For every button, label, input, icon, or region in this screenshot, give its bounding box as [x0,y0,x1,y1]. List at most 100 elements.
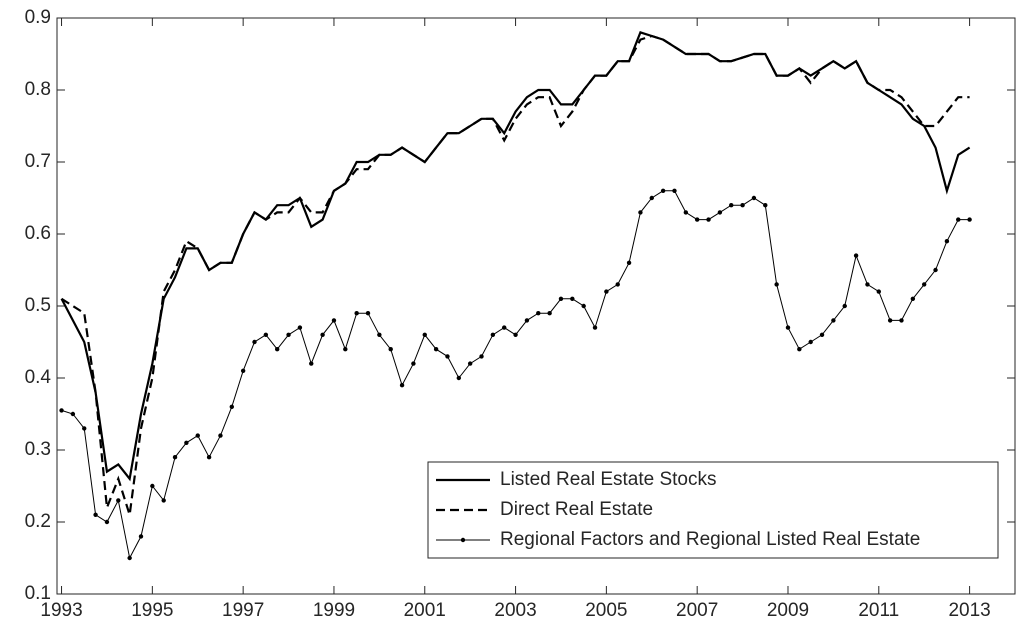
x-tick-label: 1997 [222,600,264,621]
series-marker [275,347,280,352]
y-tick-label: 0.6 [25,223,51,244]
series-marker [161,498,166,503]
series-marker [524,318,530,323]
x-tick-label: 2003 [494,600,536,621]
series-marker [490,332,496,337]
series-marker [502,325,507,330]
series-marker [286,332,291,337]
series-marker [944,239,950,244]
series-marker [683,210,689,215]
series-marker [558,296,564,301]
series-marker [59,408,64,413]
series-marker [252,339,257,345]
series-marker [206,455,212,460]
series-marker [649,195,654,201]
series-marker [116,498,121,503]
series-marker [751,195,757,201]
x-tick-label: 1995 [131,600,173,621]
series-marker [967,217,972,222]
series-marker [547,311,552,316]
series-marker [467,361,473,366]
series-marker [899,318,904,323]
y-tick-label: 0.7 [25,151,51,172]
series-marker [592,325,598,330]
series-marker [797,347,802,352]
series-marker [309,361,314,366]
series-marker [70,411,76,417]
series-marker [785,325,791,330]
series-marker [876,289,881,294]
series-marker [365,311,371,316]
series-marker [240,368,246,373]
x-tick-label: 1999 [313,600,355,621]
y-tick-label: 0.9 [25,7,51,28]
series-marker [604,289,609,294]
y-tick-label: 0.8 [25,79,51,100]
series-marker [729,203,734,208]
series-marker [104,519,110,525]
series-marker [921,282,927,287]
y-tick-label: 0.4 [25,367,52,388]
x-tick-label: 1993 [40,600,82,621]
legend-box [427,461,999,559]
series-marker [672,188,677,193]
series-marker [513,332,518,337]
series-marker [910,296,916,301]
x-tick-label: 2009 [767,600,809,621]
series-marker [615,282,620,287]
legend-label: Regional Factors and Regional Listed Rea… [500,529,920,550]
series-marker [195,433,200,438]
x-tick-label: 2007 [676,600,718,621]
series-marker [411,361,416,366]
series-marker [354,311,359,316]
series-marker [138,534,144,539]
x-tick-label: 2005 [585,600,627,621]
series-marker [581,303,586,309]
y-tick-label: 0.2 [25,511,51,532]
series-marker [93,512,98,517]
series-marker [297,325,303,330]
series-line [60,31,971,482]
y-tick-label: 0.5 [25,295,51,316]
series-marker [717,210,723,215]
series-marker [82,426,87,431]
series-marker [819,332,825,337]
series-marker [865,282,870,287]
series-marker [172,455,178,460]
legend-marker [460,537,466,543]
series-marker [536,311,541,316]
series-line [60,34,970,516]
series-marker [343,347,348,352]
y-tick-label: 0.1 [25,583,51,604]
series-marker [740,203,745,208]
series-marker [706,217,711,222]
series-marker [433,347,439,352]
series-marker [853,253,859,258]
series-marker [150,483,155,489]
x-tick-label: 2011 [858,600,899,621]
series-marker [388,347,393,352]
x-tick-label: 2001 [404,600,446,621]
legend-label: Listed Real Estate Stocks [500,469,717,490]
series-marker [887,318,893,323]
series-marker [377,332,382,337]
series-marker [456,375,462,381]
series-marker [638,210,643,215]
series-marker [445,354,450,359]
series-marker [479,354,484,359]
series-marker [331,318,337,323]
x-tick-label: 2013 [948,600,990,621]
series-marker [842,303,847,309]
series-marker [626,260,632,265]
series-marker [184,440,189,445]
series-marker [808,339,813,345]
series-marker [127,555,132,561]
series-marker [218,433,223,438]
series-marker [422,332,427,337]
series-marker [570,296,575,301]
series-marker [831,318,836,323]
series-marker [399,383,405,388]
series-marker [694,217,700,222]
series-marker [320,332,325,337]
